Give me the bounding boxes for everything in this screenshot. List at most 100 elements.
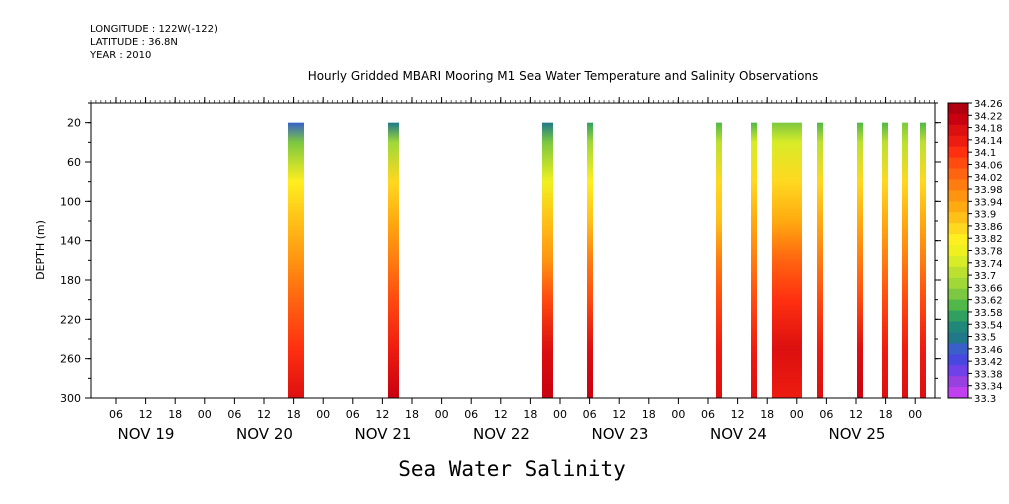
x-tick-label: 12 (257, 408, 271, 421)
colorbar-swatch (948, 135, 968, 148)
colorbar-swatch (948, 190, 968, 202)
colorbar-label: 33.98 (974, 185, 1003, 196)
y-tick-label: 100 (60, 195, 81, 208)
y-tick-label: 140 (60, 235, 81, 248)
salinity-profile-bar (882, 122, 888, 399)
x-tick-label: 12 (849, 408, 863, 421)
x-tick-label: 18 (287, 408, 301, 421)
salinity-profile-bar (902, 122, 908, 399)
salinity-profile-bar (920, 122, 926, 399)
colorbar-swatch (948, 310, 968, 323)
colorbar-label: 33.66 (974, 283, 1003, 294)
x-day-label: NOV 23 (592, 425, 649, 443)
colorbar-label: 34.06 (974, 160, 1003, 171)
colorbar-label: 33.58 (974, 308, 1003, 319)
colorbar-swatch (948, 288, 968, 301)
colorbar-swatch (948, 179, 968, 191)
colorbar-label: 34.02 (974, 173, 1003, 184)
x-tick-label: 06 (464, 408, 478, 421)
colorbar-swatch (948, 157, 968, 170)
x-tick-label: 06 (583, 408, 597, 421)
salinity-profile-bar (288, 122, 304, 399)
x-tick-label: 00 (198, 408, 212, 421)
y-tick-label: 60 (67, 156, 81, 169)
x-tick-label: 06 (227, 408, 241, 421)
y-tick-label: 260 (60, 353, 81, 366)
colorbar-label: 34.18 (974, 124, 1003, 135)
colorbar-label: 33.54 (974, 320, 1003, 331)
colorbar-label: 33.94 (974, 197, 1003, 208)
y-tick-label: 180 (60, 274, 81, 287)
plot-frame (90, 102, 936, 399)
salinity-profile-bar (817, 122, 823, 399)
longitude-label: LONGITUDE : 122W(-122) (90, 24, 218, 35)
colorbar-label: 34.22 (974, 111, 1003, 122)
x-tick-label: 00 (316, 408, 330, 421)
x-tick-label: 18 (168, 408, 182, 421)
salinity-profile-bar (751, 122, 757, 399)
y-axis-label: DEPTH (m) (34, 220, 47, 280)
colorbar-label: 33.46 (974, 345, 1003, 356)
colorbar-swatch (948, 277, 968, 290)
colorbar-swatch (948, 387, 968, 399)
x-tick-label: 00 (908, 408, 922, 421)
colorbar-swatch (948, 201, 968, 213)
colorbar-label: 33.86 (974, 222, 1003, 233)
colorbar-swatch (948, 255, 968, 268)
colorbar-swatch (948, 103, 968, 115)
colorbar-label: 33.9 (974, 210, 996, 221)
colorbar-swatch (948, 354, 968, 366)
latitude-label: LATITUDE : 36.8N (90, 37, 178, 48)
x-tick-label: 00 (435, 408, 449, 421)
colorbar-swatch (948, 343, 968, 355)
y-tick-label: 300 (60, 392, 81, 405)
y-tick-label: 20 (67, 117, 81, 130)
x-tick-label: 12 (375, 408, 389, 421)
colorbar-swatch (948, 223, 968, 235)
x-tick-label: 12 (612, 408, 626, 421)
colorbar-label: 33.3 (974, 394, 996, 405)
colorbar-label: 33.78 (974, 247, 1003, 258)
salinity-profile-bar (772, 122, 802, 399)
colorbar-swatch (948, 146, 968, 159)
year-label: YEAR : 2010 (90, 50, 152, 61)
x-day-label: NOV 20 (236, 425, 293, 443)
x-tick-label: 06 (109, 408, 123, 421)
x-tick-label: 18 (523, 408, 537, 421)
colorbar-label: 34.14 (974, 136, 1003, 147)
colorbar-label: 33.62 (974, 296, 1003, 307)
salinity-profile-bar (388, 122, 399, 399)
x-day-label: NOV 22 (473, 425, 530, 443)
x-tick-label: 12 (731, 408, 745, 421)
x-tick-label: 12 (494, 408, 508, 421)
x-tick-label: 00 (790, 408, 804, 421)
colorbar-label: 33.74 (974, 259, 1003, 270)
colorbar-swatch (948, 376, 968, 388)
colorbar-swatch (948, 234, 968, 246)
salinity-profile-bar (857, 122, 863, 399)
x-tick-label: 18 (642, 408, 656, 421)
y-tick-label: 220 (60, 313, 81, 326)
colorbar-label: 33.7 (974, 271, 996, 282)
colorbar-label: 33.82 (974, 234, 1003, 245)
colorbar-swatch (948, 245, 968, 257)
x-tick-label: 06 (346, 408, 360, 421)
chart-title: Hourly Gridded MBARI Mooring M1 Sea Wate… (308, 69, 819, 83)
x-tick-label: 18 (879, 408, 893, 421)
colorbar-swatch (948, 266, 968, 279)
colorbar-label: 33.5 (974, 333, 996, 344)
colorbar-label: 33.34 (974, 382, 1003, 393)
colorbar-swatch (948, 124, 968, 137)
x-axis-title: Sea Water Salinity (398, 457, 626, 481)
colorbar-swatch (948, 321, 968, 333)
salinity-profile-bar (542, 122, 553, 399)
colorbar-label: 33.38 (974, 369, 1003, 380)
colorbar-swatch (948, 168, 968, 180)
x-day-label: NOV 25 (829, 425, 886, 443)
x-tick-label: 18 (760, 408, 774, 421)
colorbar-swatch (948, 332, 968, 344)
x-tick-label: 18 (405, 408, 419, 421)
salinity-profile-bar (716, 122, 722, 399)
colorbar-swatch (948, 365, 968, 377)
x-day-label: NOV 21 (355, 425, 412, 443)
